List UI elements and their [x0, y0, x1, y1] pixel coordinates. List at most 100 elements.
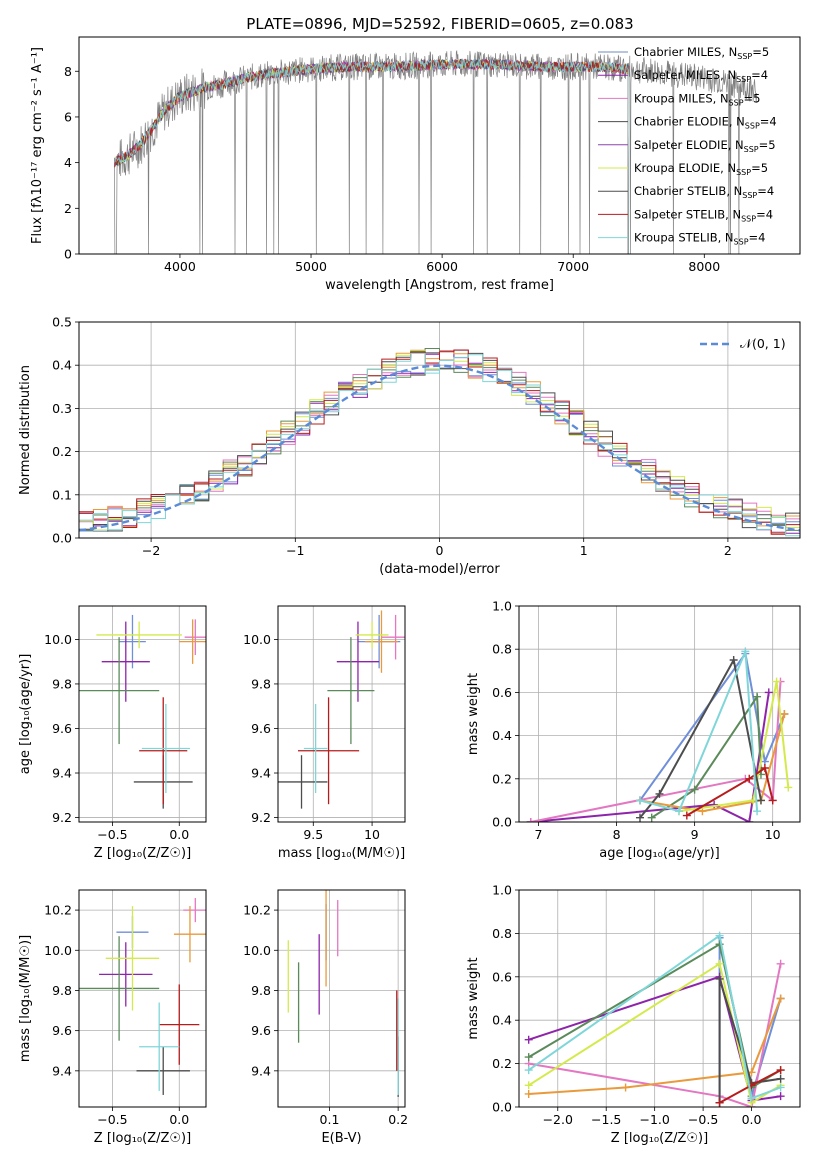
legend-subscript: SSP: [741, 214, 756, 223]
y-tick-label: 2: [64, 201, 72, 216]
y-tick-label: 0.4: [52, 358, 72, 373]
legend-suffix: =4: [751, 68, 768, 82]
marker: [682, 811, 691, 820]
axes-box: [518, 605, 801, 823]
mass-weight-series: [718, 978, 781, 1103]
x-tick-label: 0.2: [388, 1112, 408, 1127]
axes-box: [277, 605, 406, 823]
y-tick-label: 9.2: [52, 810, 72, 825]
marker: [747, 1094, 756, 1103]
marker: [715, 931, 724, 940]
x-tick-label: 6000: [426, 259, 458, 274]
x-tick-label: 10: [364, 827, 380, 842]
legend-suffix: =4: [757, 184, 774, 198]
x-axis-label: Z [log₁₀(Z/Z☉)]: [94, 1131, 191, 1146]
y-tick-label: 9.6: [52, 721, 72, 736]
legend-suffix: =4: [749, 231, 766, 245]
x-tick-label: 7000: [557, 259, 589, 274]
y-tick-label: 9.8: [52, 676, 72, 691]
legend-suffix: =5: [751, 161, 768, 175]
x-tick-label: 2: [724, 543, 732, 558]
y-tick-label: 10.0: [44, 943, 72, 958]
x-tick-label: −0.5: [688, 1112, 718, 1127]
legend-subscript: SSP: [736, 75, 751, 84]
axes-frame: [518, 605, 801, 823]
panel-age_vs_mass: 9.5 10 9.2 9.4 9.6 9.8 10.0 mass [log₁₀(M/M☉)]: [243, 605, 406, 861]
axes-frame: [277, 889, 406, 1108]
normal-curve: [79, 364, 800, 532]
axes-frame: [277, 605, 406, 823]
y-tick-label: 9.2: [251, 810, 271, 825]
data-point: [119, 614, 146, 669]
marker: [526, 818, 535, 822]
legend-suffix: =5: [759, 138, 776, 152]
marker: [524, 1066, 533, 1075]
y-tick-label: 4: [64, 155, 72, 170]
grid: [278, 606, 405, 822]
panel-residuals: −2 −1 0 1 2 0.0 0.1 0.2 0.3 0.4 0.5 (data-model)/er…: [18, 315, 801, 577]
legend-label: Chabrier MILES, NSSP=5: [634, 45, 769, 61]
y-tick-label: 0.3: [52, 401, 72, 416]
marker: [655, 789, 664, 798]
mass-weight-series: [528, 933, 781, 1100]
x-tick-label: −1.0: [639, 1112, 669, 1127]
y-tick-label: 0.2: [492, 771, 512, 786]
y-tick-label: 6: [64, 109, 72, 124]
ticks: 7 8 9 10 0.0 0.2 0.4 0.6 0.8 1.0: [492, 599, 781, 843]
axes-box: [78, 605, 207, 823]
mass-weight-series: [639, 650, 786, 801]
residual-histogram: [79, 352, 800, 537]
x-tick-label: 8: [613, 827, 621, 842]
model-spectrum: [114, 58, 629, 254]
ticks: 4000 5000 6000 7000 8000 0 2 4 6 8: [64, 64, 720, 274]
legend-suffix: =5: [752, 45, 769, 59]
legend-subscript: SSP: [744, 145, 759, 154]
data-point: [99, 942, 153, 1007]
legend: 𝒩(0, 1): [700, 336, 786, 351]
ticks: −2 −1 0 1 2 0.0 0.1 0.2 0.3 0.4 0.5: [52, 315, 732, 559]
mass-weight-series: [528, 998, 782, 1095]
y-axis-label: mass weight: [466, 673, 481, 755]
x-tick-label: −0.5: [97, 827, 127, 842]
legend-text: Salpeter MILES, N: [634, 68, 736, 82]
plot-area: [114, 49, 758, 254]
y-tick-label: 9.6: [251, 1023, 271, 1038]
y-tick-label: 9.4: [251, 766, 271, 781]
y-tick-label: 0.6: [492, 969, 512, 984]
x-tick-label: −2.0: [543, 1112, 573, 1127]
y-tick-label: 8: [64, 64, 72, 79]
data-point: [139, 697, 188, 805]
panels: 4000 5000 6000 7000 8000 0 2 4 6 8 wavelength [Ang…: [18, 36, 801, 1146]
data-point: [159, 984, 200, 1065]
mass-weight-series: [639, 713, 786, 813]
marker: [764, 688, 773, 697]
legend-label: Salpeter STELIB, NSSP=4: [634, 207, 773, 223]
legend-subscript: SSP: [734, 238, 749, 247]
ticks: 0.1 0.2 9.4 9.6 9.8 10.0 10.2: [243, 903, 408, 1127]
plot-area: [524, 931, 785, 1107]
y-tick-label: 0.1: [52, 487, 72, 502]
ticks: −2.0 −1.5 −1.0 −0.5 0.0 0.0 0.2 0.4 0.6 0.8 1.0: [492, 883, 761, 1128]
y-tick-label: 10.0: [44, 632, 72, 647]
data-point: [381, 614, 405, 660]
axes-box: [518, 889, 801, 1108]
y-tick-label: 0.4: [492, 728, 512, 743]
y-tick-label: 0.6: [492, 685, 512, 700]
y-tick-label: 9.6: [251, 721, 271, 736]
data-point: [105, 906, 160, 1011]
marker: [776, 1083, 785, 1092]
marker: [776, 959, 785, 968]
data-point: [297, 697, 360, 805]
legend-suffix: =5: [744, 91, 761, 105]
data-point: [79, 637, 160, 745]
y-tick-label: 9.4: [52, 1063, 72, 1078]
mass-weight-series: [528, 975, 781, 1102]
legend-suffix: =4: [756, 207, 773, 221]
y-tick-label: 0: [64, 247, 72, 262]
legend-text: Chabrier MILES, N: [634, 45, 737, 59]
axes-box: [78, 36, 801, 255]
panel-age_vs_Z: −0.5 0.0 9.2 9.4 9.6 9.8 10.0 Z [log₁₀(Z/Z☉)] ag…: [18, 605, 207, 861]
marker: [772, 677, 781, 686]
legend-text: Salpeter ELODIE, N: [634, 138, 744, 152]
